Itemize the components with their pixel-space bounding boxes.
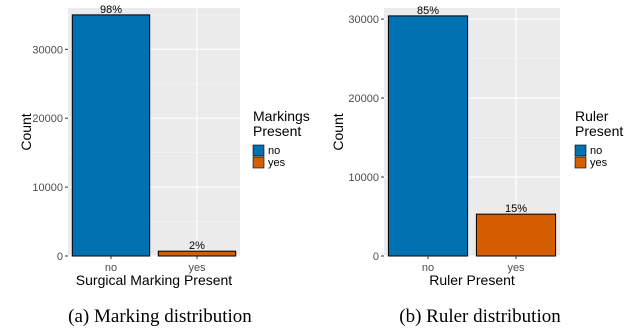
y-tick-label: 10000 <box>348 172 379 184</box>
y-axis-title: Count <box>18 113 34 150</box>
bar-no <box>387 15 469 257</box>
legend-title: Present <box>253 123 301 139</box>
y-tick-label: 10000 <box>32 182 63 194</box>
legend-label: no <box>590 145 602 157</box>
legend-label: yes <box>268 157 286 169</box>
bar-no <box>71 14 151 257</box>
bar-value-label: 2% <box>189 240 205 252</box>
legend-swatch-yes <box>252 156 265 169</box>
x-tick-label: no <box>105 262 117 274</box>
legend-swatch-yes <box>574 156 587 169</box>
y-tick-label: 0 <box>373 251 379 263</box>
legend-title: Markings <box>253 108 310 124</box>
y-tick-label: 20000 <box>32 113 63 125</box>
legend-label: no <box>268 145 280 157</box>
x-tick-label: no <box>422 262 434 274</box>
bar-value-label: 98% <box>100 4 122 16</box>
bar-value-label: 85% <box>417 5 439 17</box>
y-tick-label: 0 <box>57 251 63 263</box>
x-tick-label: yes <box>507 262 525 274</box>
legend-title: Present <box>575 123 623 139</box>
bar-yes <box>475 213 557 257</box>
legend-swatch-no <box>252 144 265 157</box>
legend-label: yes <box>590 157 608 169</box>
figure-caption: (b) Ruler distribution <box>399 306 561 327</box>
legend-swatch-no <box>574 144 587 157</box>
y-axis-title: Count <box>330 113 346 150</box>
figure-caption: (a) Marking distribution <box>68 306 252 327</box>
x-axis-title: Surgical Marking Present <box>76 272 233 288</box>
x-axis-title: Ruler Present <box>429 272 515 288</box>
x-tick-label: yes <box>188 262 206 274</box>
y-tick-label: 20000 <box>348 93 379 105</box>
legend-title: Ruler <box>575 108 609 124</box>
bar-value-label: 15% <box>505 203 527 215</box>
y-tick-label: 30000 <box>348 14 379 26</box>
y-tick-label: 30000 <box>32 44 63 56</box>
